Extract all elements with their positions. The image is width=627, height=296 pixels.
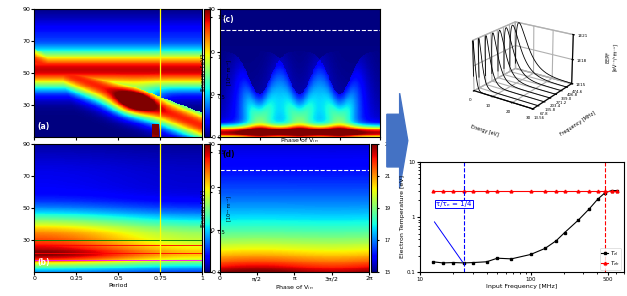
Y-axis label: Electron Temperature [eV]: Electron Temperature [eV] xyxy=(400,176,405,258)
Text: (a): (a) xyxy=(38,122,50,131)
$T_{el}$ xyxy=(561,231,568,234)
$T_{el}$ xyxy=(613,189,621,192)
Legend: $T_{el}$, $T_{eh}$: $T_{el}$, $T_{eh}$ xyxy=(599,247,621,270)
$T_{eh}$ xyxy=(450,189,457,192)
$T_{eh}$ xyxy=(527,189,534,192)
$T_{eh}$ xyxy=(594,189,601,192)
$T_{eh}$ xyxy=(541,189,549,192)
$T_{el}$ xyxy=(469,261,477,264)
FancyArrow shape xyxy=(387,93,408,188)
$T_{el}$ xyxy=(439,261,446,265)
Text: τ/τₑ = 1/4: τ/τₑ = 1/4 xyxy=(436,201,472,207)
Y-axis label: Frequency [MHz]: Frequency [MHz] xyxy=(559,110,597,137)
$T_{el}$ xyxy=(594,197,601,201)
$T_{eh}$ xyxy=(460,189,468,192)
$T_{eh}$ xyxy=(508,189,515,192)
$T_{el}$ xyxy=(460,261,468,265)
$T_{el}$ xyxy=(552,239,560,243)
Y-axis label: Energy [eV]: Energy [eV] xyxy=(201,54,206,91)
Line: $T_{eh}$: $T_{eh}$ xyxy=(431,189,619,192)
$T_{eh}$ xyxy=(608,189,616,192)
Text: (c): (c) xyxy=(223,15,234,24)
$T_{eh}$ xyxy=(429,189,436,192)
$T_{eh}$ xyxy=(601,189,609,192)
$T_{el}$ xyxy=(483,260,490,263)
$T_{el}$ xyxy=(429,260,436,263)
$T_{eh}$ xyxy=(574,189,582,192)
Y-axis label: Energy [eV]: Energy [eV] xyxy=(201,190,206,227)
X-axis label: Input Frequency [MHz]: Input Frequency [MHz] xyxy=(487,284,557,289)
$T_{el}$ xyxy=(608,189,616,192)
Y-axis label: [10²⁰ m⁻³]: [10²⁰ m⁻³] xyxy=(226,196,231,221)
Text: Phase of V$_{in}$: Phase of V$_{in}$ xyxy=(280,136,319,145)
$T_{eh}$ xyxy=(469,189,477,192)
$T_{eh}$ xyxy=(552,189,560,192)
$T_{el}$ xyxy=(508,257,515,261)
Text: (d): (d) xyxy=(223,150,235,159)
$T_{eh}$ xyxy=(586,189,593,192)
$T_{eh}$ xyxy=(613,189,621,192)
X-axis label: Phase of V$_{in}$: Phase of V$_{in}$ xyxy=(275,283,314,292)
$T_{el}$ xyxy=(601,191,609,194)
$T_{eh}$ xyxy=(483,189,490,192)
$T_{el}$ xyxy=(541,247,549,250)
$T_{el}$ xyxy=(586,207,593,211)
$T_{el}$ xyxy=(527,253,534,256)
$T_{el}$ xyxy=(450,261,457,264)
X-axis label: Period: Period xyxy=(108,283,128,288)
Text: (b): (b) xyxy=(38,258,50,267)
Line: $T_{el}$: $T_{el}$ xyxy=(431,189,619,264)
$T_{eh}$ xyxy=(439,189,446,192)
$T_{eh}$ xyxy=(561,189,568,192)
$T_{eh}$ xyxy=(493,189,501,192)
X-axis label: Energy [eV]: Energy [eV] xyxy=(470,125,499,138)
$T_{el}$ xyxy=(493,256,501,260)
$T_{el}$ xyxy=(574,218,582,222)
Y-axis label: [10²⁰ m⁻³]: [10²⁰ m⁻³] xyxy=(226,60,231,85)
